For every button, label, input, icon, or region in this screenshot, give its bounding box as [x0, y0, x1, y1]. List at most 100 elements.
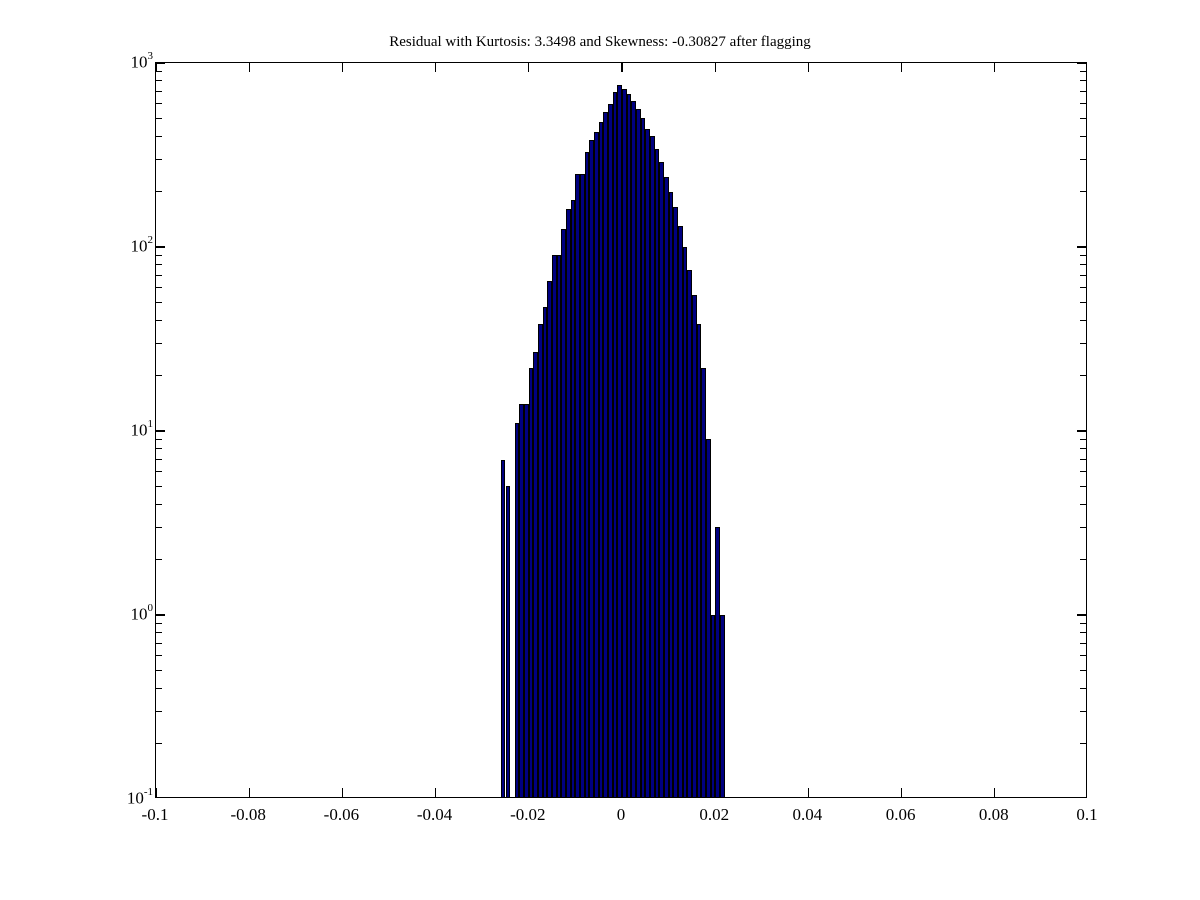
- y-tick-minor: [156, 485, 162, 487]
- y-tick-minor: [156, 655, 162, 657]
- x-tick-label: -0.1: [141, 805, 169, 824]
- x-tick-label: -0.08: [230, 805, 266, 824]
- histogram-bar: [715, 527, 720, 797]
- x-tick-bottom: [621, 788, 623, 797]
- x-tick-bottom: [900, 788, 903, 797]
- y-tick-minor: [156, 254, 162, 256]
- y-tick-minor-right: [1080, 526, 1086, 528]
- x-tick-label: 0: [616, 805, 626, 824]
- y-tick-major: [156, 430, 165, 432]
- histogram-bar: [580, 173, 585, 797]
- histogram-bar: [691, 294, 697, 797]
- y-tick-minor-right: [1080, 70, 1086, 72]
- x-tick-top: [528, 63, 530, 72]
- y-tick-minor-right: [1080, 158, 1086, 160]
- histogram-bar: [645, 128, 650, 797]
- x-tick-top: [341, 63, 344, 72]
- histogram-bar: [663, 177, 669, 797]
- y-tick-minor-right: [1080, 687, 1086, 689]
- y-tick-minor: [156, 743, 162, 745]
- y-tick-label-exponent: 1: [147, 418, 154, 430]
- y-tick-minor: [156, 319, 162, 321]
- y-tick-minor: [156, 559, 162, 561]
- histogram-bar: [584, 151, 590, 797]
- histogram-bar: [561, 229, 567, 797]
- y-tick-minor-right: [1080, 117, 1086, 119]
- histogram-bar: [649, 136, 655, 797]
- histogram-bar: [673, 206, 678, 797]
- y-tick-label-mantissa: 10: [130, 604, 148, 624]
- y-tick-major-right: [1077, 614, 1086, 616]
- y-tick-label: 100: [130, 602, 154, 624]
- y-tick-label-exponent: -1: [143, 786, 153, 798]
- y-tick-minor-right: [1080, 287, 1086, 289]
- histogram-bar: [659, 161, 664, 797]
- y-tick-minor: [156, 687, 162, 689]
- histogram-bar: [668, 191, 674, 797]
- plot-area: [155, 62, 1087, 798]
- y-tick-minor: [156, 301, 162, 303]
- x-axis-tick-labels: -0.1 -0.08 -0.06 -0.04 -0.02 0 0.02 0.04 0.06 0.0…: [0, 806, 1200, 832]
- y-tick-label-exponent: 2: [147, 234, 154, 246]
- y-tick-major-right: [1077, 63, 1086, 64]
- histogram-bar: [682, 247, 688, 797]
- y-tick-label-exponent: 0: [147, 602, 154, 614]
- histogram-bar: [570, 200, 576, 797]
- histogram-bar: [701, 368, 706, 797]
- histogram-bar: [519, 404, 525, 797]
- y-tick-minor-right: [1080, 135, 1086, 137]
- y-tick-minor-right: [1080, 191, 1086, 193]
- histogram-bar: [622, 89, 627, 797]
- y-tick-minor: [156, 103, 162, 105]
- x-tick-bottom: [994, 788, 996, 797]
- x-tick-bottom: [156, 788, 157, 797]
- x-tick-top: [621, 63, 623, 72]
- x-tick-bottom: [341, 788, 344, 797]
- histogram-bar: [677, 226, 683, 797]
- histogram-bar: [603, 112, 609, 797]
- y-tick-minor: [156, 642, 162, 645]
- y-tick-minor-right: [1080, 90, 1086, 93]
- y-tick-label-mantissa: 10: [130, 52, 148, 72]
- histogram-bar: [612, 91, 618, 797]
- x-tick-bottom: [528, 788, 530, 797]
- x-tick-label: 0.02: [699, 805, 730, 824]
- y-tick-minor-right: [1080, 301, 1086, 303]
- histogram-bar: [635, 109, 641, 797]
- histogram-bar: [552, 255, 557, 797]
- y-tick-minor-right: [1080, 448, 1086, 450]
- x-tick-bottom: [248, 788, 250, 797]
- histogram-bar: [654, 149, 660, 797]
- x-tick-top: [156, 63, 157, 72]
- y-tick-minor: [156, 632, 162, 634]
- histogram-bar: [547, 281, 553, 797]
- histogram-bar: [687, 270, 692, 797]
- x-tick-bottom: [714, 788, 716, 797]
- y-tick-minor-right: [1080, 485, 1086, 487]
- y-tick-label-mantissa: 10: [130, 236, 148, 256]
- x-tick-label: -0.06: [323, 805, 360, 824]
- y-tick-label-mantissa: 10: [126, 788, 144, 808]
- histogram-bar: [705, 439, 711, 797]
- histogram-bars: [156, 63, 1086, 797]
- x-tick-top: [434, 63, 437, 72]
- y-tick-minor-right: [1080, 438, 1086, 440]
- y-tick-minor: [156, 375, 162, 377]
- x-tick-top: [248, 63, 250, 72]
- x-tick-top: [807, 63, 810, 72]
- y-tick-minor-right: [1080, 559, 1086, 561]
- y-tick-major: [156, 614, 165, 616]
- histogram-bar: [719, 615, 725, 797]
- histogram-bar: [556, 255, 562, 797]
- y-tick-minor-right: [1080, 503, 1086, 505]
- histogram-bar: [598, 121, 604, 797]
- y-tick-minor: [156, 526, 162, 528]
- y-tick-minor-right: [1080, 342, 1086, 344]
- histogram-bar: [631, 101, 636, 797]
- y-tick-minor: [156, 458, 162, 461]
- y-tick-minor: [156, 158, 162, 160]
- y-tick-minor: [156, 80, 162, 82]
- histogram-bar: [696, 324, 702, 797]
- y-tick-minor-right: [1080, 274, 1086, 277]
- y-tick-minor: [156, 710, 162, 712]
